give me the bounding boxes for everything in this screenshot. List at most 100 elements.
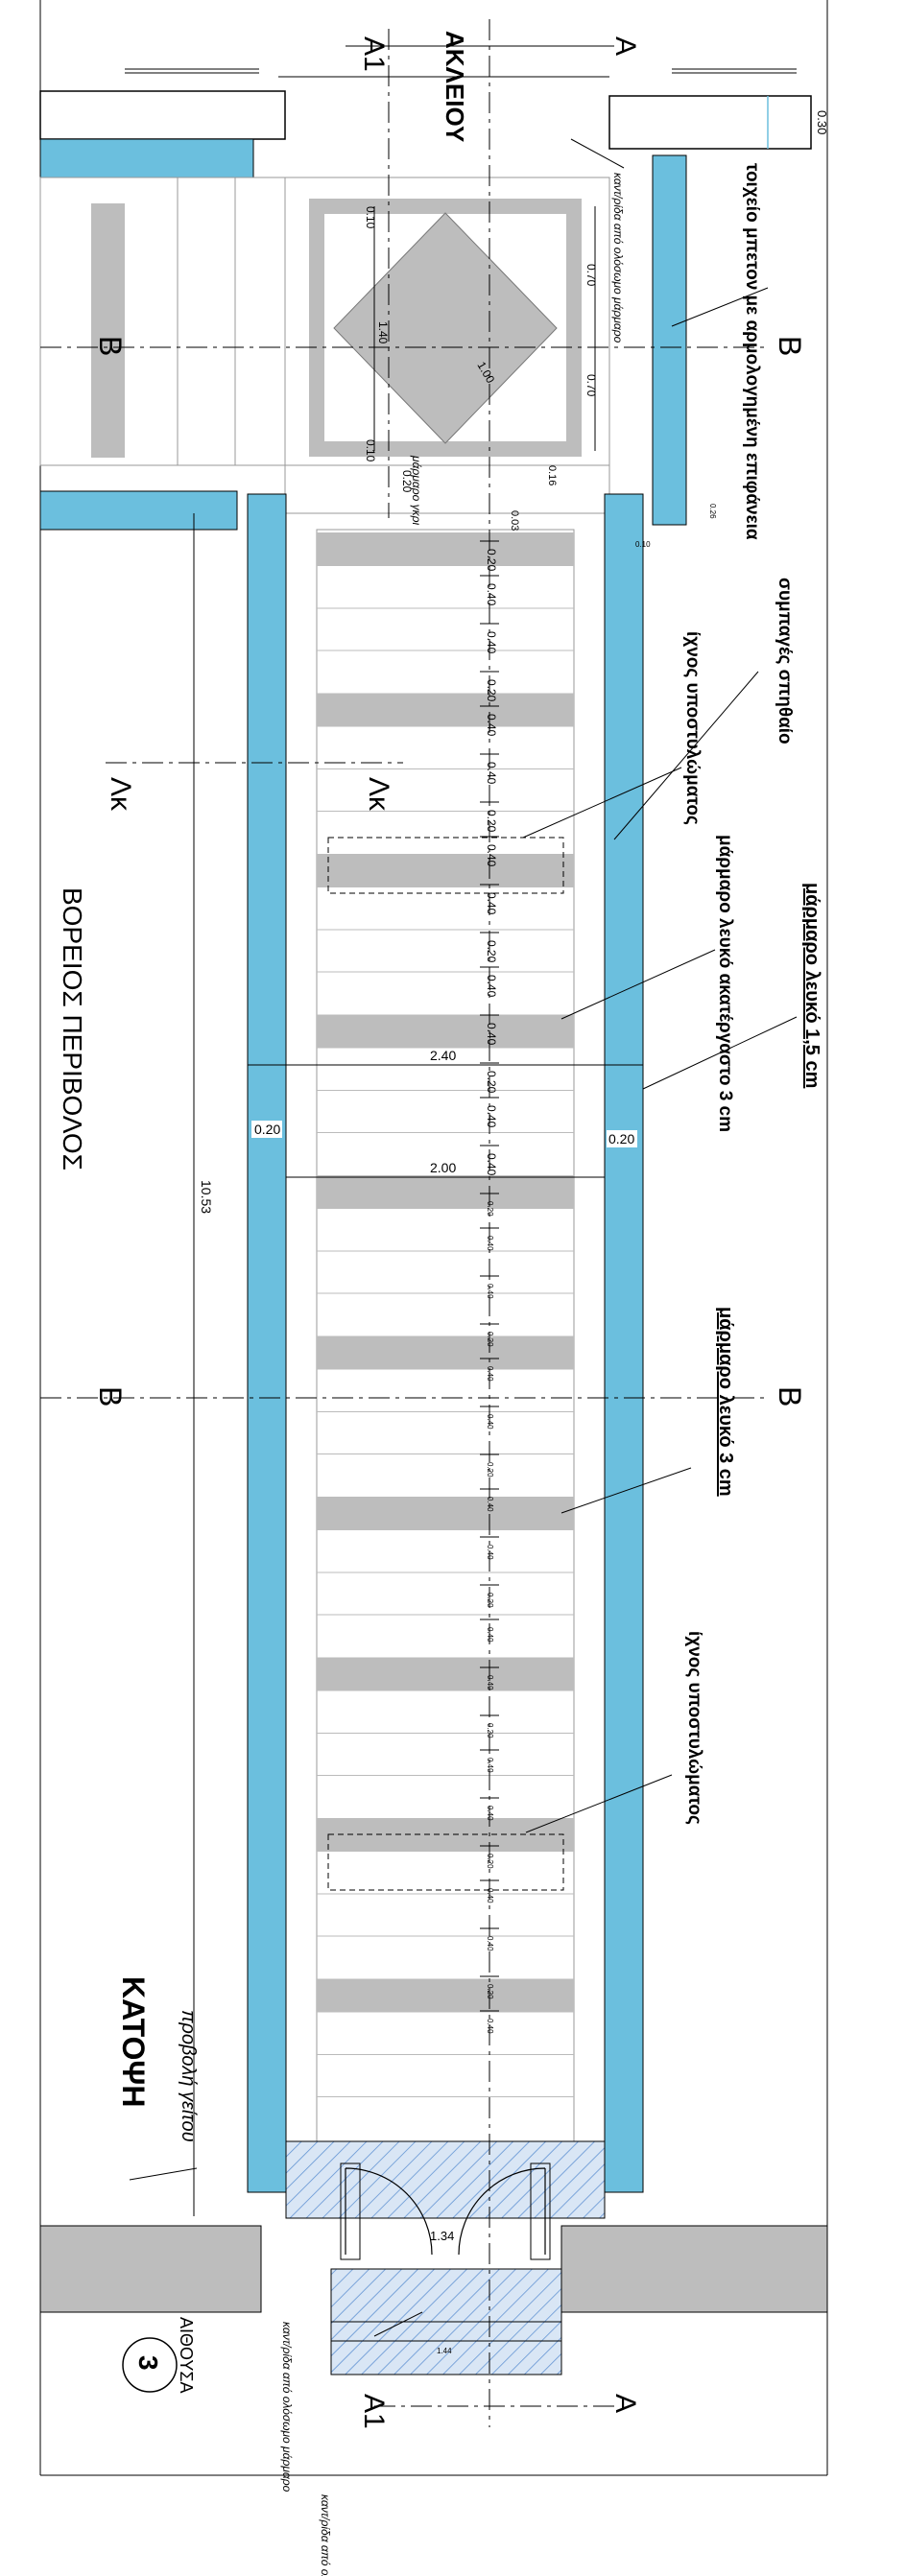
corridor-walls: [247, 493, 644, 2193]
step-dim-label: 0.20: [486, 1723, 494, 1738]
marble-strip: [317, 1335, 574, 1370]
step-dim-label: 0.40: [486, 1414, 494, 1430]
step-dim-label: 0.40: [485, 1153, 498, 1176]
section-a-bottom: A: [609, 2394, 641, 2413]
marble-strip: [317, 532, 574, 566]
section-b-left: B: [93, 336, 128, 356]
step-dim-label: 0.20: [485, 1071, 498, 1094]
step-dim-label: 0.20: [486, 1593, 494, 1608]
step-dim-label: 0.40: [486, 1675, 494, 1690]
dim-width-outer: 2.40: [430, 1048, 456, 1063]
section-lk-left: Λκ: [105, 777, 136, 812]
dim-wall-left: 0.20: [254, 1122, 280, 1137]
dim-070b: 0.70: [584, 374, 598, 397]
drawing-number: 3: [133, 2355, 163, 2371]
step-dim-label: 0.40: [486, 1545, 494, 1560]
step-dim-label: 0.40: [485, 844, 498, 867]
drawing-number-circle: [122, 2337, 178, 2393]
dim-030: 0.30: [815, 110, 829, 134]
step-dim-label: 0.40: [485, 975, 498, 998]
step-dim-label: 0.40: [485, 762, 498, 785]
step-dim-label: 0.20: [485, 679, 498, 702]
step-dim-label: 0.20: [486, 1462, 494, 1477]
top-buildings: [39, 68, 812, 531]
step-dim-label: 0.20: [486, 1201, 494, 1217]
dim-010b: 0.10: [364, 439, 377, 462]
dim-003: 0.03: [509, 510, 520, 531]
step-dim-label: 0.40: [486, 2019, 494, 2034]
annotation-column-trace-2: ίχνος υποστυλώματος: [684, 1631, 704, 1825]
plan-title: ΚΑΤΟΨΗ: [116, 1976, 151, 2107]
hall-label: ΑΙΘΟΥΣΑ: [177, 2317, 196, 2394]
dim-length-total: 10.53: [199, 1180, 214, 1214]
dim-026: 0.26: [708, 504, 717, 519]
dim-wall-left-bg: [251, 1121, 282, 1138]
annotation-marble-unpolished: μάρμαρο λευκό ακατέργαστο 3 cm: [715, 835, 735, 1132]
step-dim-label: 0.20: [486, 1984, 494, 1999]
step-dim-label: 0.40: [485, 892, 498, 915]
column-trace-box-1: [327, 837, 564, 894]
annotation-column-trace-1: ίχνος υποστυλώματος: [682, 631, 703, 825]
annotation-small-bottom-a: καντ/ρίδα από ολόσωμο μάρμαρο: [280, 2322, 294, 2493]
column-trace-box-2: [327, 1833, 564, 1891]
marble-strip: [317, 1175, 574, 1209]
step-dim-label: 0.40: [486, 1627, 494, 1642]
step-dim-label: 0.40: [486, 1806, 494, 1821]
dim-wall-right: 0.20: [608, 1131, 634, 1146]
step-dim-label: 0.20: [486, 1332, 494, 1347]
step-dim-label: 0.40: [486, 1236, 494, 1251]
step-dimensions: 0.20 0.40 0.40 0.20 0.40 0.40 0.20 0.40 0.40 0.20…: [480, 540, 499, 2034]
step-dim-label: 0.20: [486, 1854, 494, 1869]
annotation-solid-brick: συμπαγές σπηθαίο: [775, 578, 795, 744]
annotation-concrete-wall: τοιχείο μπετον με αρμολογημένη επιφάνεια: [742, 163, 762, 540]
section-lk-right: Λκ: [363, 777, 394, 812]
section-a1-top: A1: [358, 36, 390, 72]
section-a1-bottom: A1: [358, 2394, 390, 2429]
dim-020top: 0.20: [400, 470, 414, 493]
step-dim-label: 0.20: [485, 549, 498, 572]
north-enclosure-label: ΒΟΡΕΙΟΣ ΠΕΡΙΒΟΛΟΣ: [58, 887, 87, 1170]
dim-016: 0.16: [546, 465, 558, 485]
step-dim-label: 0.40: [486, 1758, 494, 1773]
step-dim-label: 0.20: [485, 810, 498, 833]
marble-strip: [317, 854, 574, 887]
annotation-small-mid: μάρμαρο γκρι: [410, 455, 423, 525]
step-dim-label: 0.40: [486, 1366, 494, 1382]
neighbor-projection-label: προβολή γείτου: [178, 2010, 199, 2142]
dim-door-width: 1.34: [430, 2229, 454, 2243]
step-dim-label: 0.40: [485, 583, 498, 606]
marble-strip: [317, 1014, 574, 1049]
marble-strip: [317, 693, 574, 727]
leader-lines: [129, 138, 798, 2337]
annotation-small-bottom-b: καντ/ρίδα από ολόσωμο μάρμαρο: [319, 2494, 332, 2576]
dim-door-width2: 1.44: [437, 2347, 452, 2355]
marble-strip: [317, 1978, 574, 2013]
dim-wall-right-bg: [607, 1130, 637, 1147]
step-dim-label: 0.40: [485, 631, 498, 654]
plaza-area: [284, 177, 610, 514]
step-dim-label: 0.40: [486, 1497, 494, 1512]
dim-width-inner: 2.00: [430, 1160, 456, 1175]
step-dim-label: 0.40: [486, 1888, 494, 1903]
street-label: ΑΚΛΕΙΟΥ: [441, 31, 469, 142]
entrance-area: [39, 2140, 828, 2476]
step-dim-label: 0.40: [485, 714, 498, 737]
step-dim-label: 0.20: [485, 940, 498, 963]
dim-070a: 0.70: [584, 264, 598, 287]
annotation-small-top: καντ/ρίδα από ολόσωμο μάρμαρο: [611, 173, 625, 343]
section-b-mid-left: B: [93, 1386, 128, 1406]
annotation-marble-15: μάρμαρο λευκό 1,5 cm: [801, 883, 823, 1088]
step-dim-label: 0.40: [486, 1936, 494, 1951]
step-dim-label: 0.40: [485, 1105, 498, 1128]
section-b-right: B: [773, 336, 807, 356]
marble-strip: [317, 1497, 574, 1530]
dim-140: 1.40: [376, 321, 390, 344]
dim-010: 0.10: [364, 206, 377, 229]
dim-010c: 0.10: [635, 540, 651, 549]
section-b-mid-right: B: [773, 1386, 807, 1406]
step-dim-label: 0.40: [486, 1284, 494, 1299]
section-a-top: A: [609, 36, 641, 56]
marble-strip: [317, 1657, 574, 1691]
annotation-marble-3: μάρμαρο λευκό 3 cm: [715, 1307, 736, 1497]
